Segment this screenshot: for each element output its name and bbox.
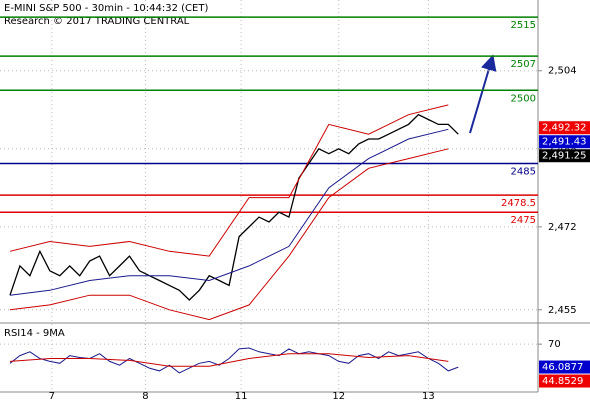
series-line <box>9 104 449 257</box>
price-box <box>539 149 590 163</box>
price-box <box>539 374 590 388</box>
rsi-title: RSI14 - 9MA <box>4 328 65 339</box>
price-label: 2,491.25 <box>542 151 587 162</box>
chart-subtitle: Research © 2017 TRADING CENTRAL <box>4 16 190 27</box>
chart-title: E-MINI S&P 500 - 30min - 10:44:32 (CET) <box>4 3 208 14</box>
y-tick-label: 70 <box>548 339 561 350</box>
forecast-arrow <box>469 54 497 134</box>
y-tick-label: 2,472 <box>548 222 577 233</box>
price-box <box>539 135 590 149</box>
series-line <box>9 128 449 296</box>
price-box <box>539 360 590 374</box>
series-line <box>9 353 449 367</box>
level-label: 2500 <box>511 93 536 104</box>
x-tick-label: 13 <box>422 391 435 400</box>
price-label: 2,491.43 <box>542 137 587 148</box>
level-label: 2475 <box>511 215 536 226</box>
level-label: 2507 <box>511 59 536 70</box>
series-line <box>9 148 449 321</box>
price-box <box>539 121 590 135</box>
price-label: 44.8529 <box>542 376 583 387</box>
x-tick-label: 11 <box>235 391 248 400</box>
price-label: 46.0877 <box>542 362 583 373</box>
price-label: 2,492.32 <box>542 123 587 134</box>
level-label: 2478.5 <box>501 198 536 209</box>
y-tick-label: 2,504 <box>548 66 577 77</box>
level-label: 2485 <box>511 166 536 177</box>
x-tick-label: 12 <box>332 391 345 400</box>
x-tick-label: 8 <box>142 391 148 400</box>
x-tick-label: 7 <box>49 391 55 400</box>
y-tick-label: 2,455 <box>548 305 577 316</box>
level-label: 2515 <box>511 20 536 31</box>
series-line <box>9 113 459 301</box>
